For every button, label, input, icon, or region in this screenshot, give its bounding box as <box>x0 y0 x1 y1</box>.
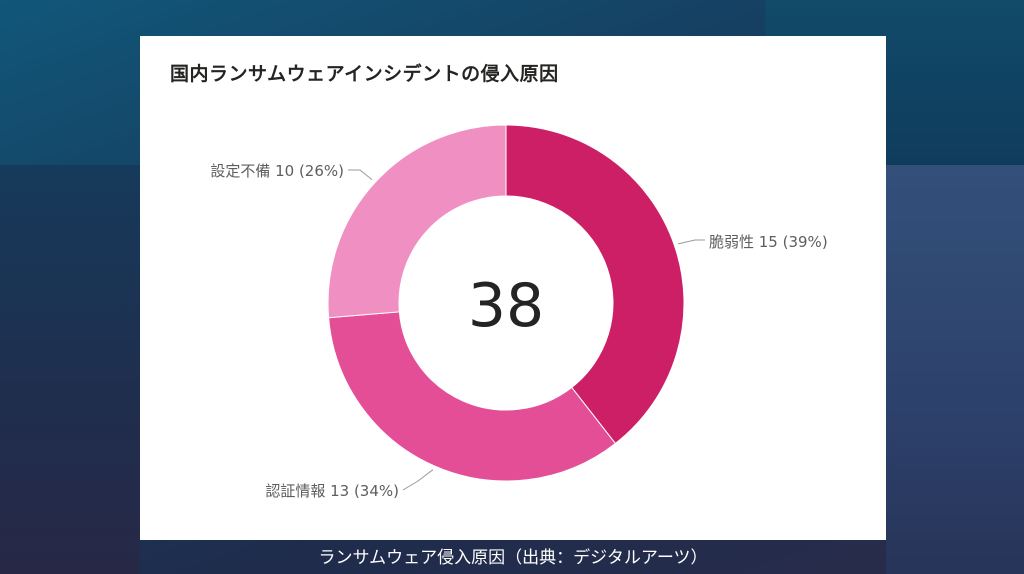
data-label: 設定不備 10 (26%) <box>210 162 344 180</box>
donut-slice-2 <box>328 311 617 482</box>
donut-slice-3 <box>327 124 507 319</box>
donut-slice-1 <box>505 124 685 445</box>
figure-caption: ランサムウェア侵入原因（出典：デジタルアーツ） <box>318 548 708 568</box>
donut-chart: 脆弱性 15 (39%) 認証情報 13 (34%) 設定不備 10 (26%) 3… <box>210 124 828 500</box>
leader-line <box>402 469 434 491</box>
data-label: 認証情報 13 (34%) <box>265 482 399 500</box>
leader-line <box>348 169 373 181</box>
chart-title: 国内ランサムウェアインシデントの侵入原因 <box>170 63 559 85</box>
background-panel <box>0 165 140 574</box>
center-total-label: 38 <box>468 271 544 341</box>
data-label: 脆弱性 15 (39%) <box>709 233 828 251</box>
chart-card: 国内ランサムウェアインシデントの侵入原因 脆弱性 15 (39%) 認証情報 13… <box>140 36 886 540</box>
leader-line <box>678 239 705 245</box>
background-panel <box>886 165 1024 574</box>
